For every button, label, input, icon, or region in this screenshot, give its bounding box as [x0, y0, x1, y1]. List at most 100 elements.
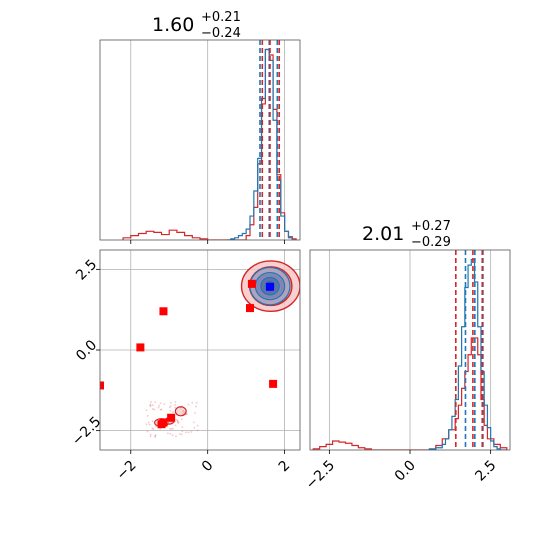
scatter-x-tick-label-1: 0	[199, 458, 217, 476]
scatter-sample	[177, 421, 180, 424]
scatter-sample	[179, 406, 182, 409]
scatter-sample	[145, 409, 148, 412]
red-marker-6	[167, 413, 176, 422]
scatter-sample	[170, 427, 173, 430]
scatter-sample	[149, 405, 152, 407]
red-marker-5	[269, 379, 278, 388]
scatter-x-tick-label-0: −2	[114, 458, 140, 484]
scatter-sample	[180, 418, 183, 421]
scatter-sample	[175, 435, 177, 438]
scatter-sample	[178, 433, 181, 435]
scatter-sample	[170, 421, 173, 424]
scatter-sample	[154, 436, 156, 438]
scatter-sample	[169, 409, 172, 412]
scatter-x-tick-labels: −2 0 2	[114, 458, 294, 484]
scatter-x-tick-label-2: 2	[276, 458, 294, 476]
scatter-sample	[172, 427, 174, 430]
scatter-sample	[174, 401, 177, 403]
scatter-sample	[159, 402, 162, 405]
scatter-sample	[148, 423, 151, 426]
title-param1-minus: −0.29	[411, 235, 451, 250]
red-marker-8	[159, 418, 168, 427]
scatter-sample	[176, 419, 179, 422]
scatter-sample	[169, 432, 172, 435]
scatter-sample	[174, 424, 177, 427]
scatter-sample	[154, 434, 157, 437]
scatter-sample	[171, 434, 174, 437]
title-param0-plus: +0.21	[201, 10, 241, 25]
scatter-sample	[169, 405, 172, 408]
scatter-sample	[180, 433, 183, 436]
scatter-sample	[166, 432, 169, 435]
scatter-sample	[196, 429, 199, 432]
scatter-sample	[183, 413, 186, 416]
scatter-sample	[149, 433, 152, 436]
scatter-sample	[145, 423, 148, 426]
scatter-sample	[160, 408, 163, 411]
scatter-sample	[157, 406, 160, 409]
scatter-sample	[192, 421, 195, 424]
scatter-sample	[190, 431, 193, 433]
scatter-sample	[163, 403, 166, 405]
title-param0-minus: −0.24	[201, 26, 241, 41]
scatter-sample	[174, 404, 177, 406]
scatter-sample	[153, 408, 156, 411]
scatter-sample	[174, 406, 176, 409]
scatter-sample	[151, 420, 154, 423]
title-param0: 1.60 +0.21 −0.24	[152, 10, 241, 41]
scatter-sample	[146, 414, 149, 417]
scatter-sample	[183, 411, 186, 414]
red-marker-4	[100, 381, 104, 390]
panel-frame	[99, 39, 301, 241]
scatter-sample	[168, 406, 171, 409]
blue-marker	[266, 282, 274, 291]
scatter-sample	[155, 425, 158, 428]
scatter-sample	[195, 405, 197, 408]
scatter-sample	[149, 404, 152, 407]
scatter-sample	[193, 426, 196, 429]
title-param1-plus: +0.27	[411, 219, 451, 234]
scatter-sample	[146, 430, 149, 433]
scatter-sample	[191, 401, 194, 404]
scatter-param0-param1	[96, 249, 301, 454]
scatter-sample	[175, 418, 178, 421]
scatter-sample	[196, 424, 199, 427]
scatter-sample	[195, 401, 198, 404]
title-param1: 2.01 +0.27 −0.29	[362, 219, 451, 250]
red-marker-0	[247, 279, 256, 288]
scatter-sample	[154, 401, 157, 404]
scatter-sample	[185, 431, 188, 434]
red-marker-2	[159, 307, 168, 316]
hist1-x-tick-labels: −2.5 0.0 2.5	[303, 458, 500, 493]
scatter-sample	[159, 427, 162, 430]
hist-blue-series	[428, 258, 507, 450]
scatter-sample	[149, 435, 152, 438]
red-marker-3	[136, 343, 145, 352]
scatter-sample	[185, 413, 188, 416]
scatter-sample	[147, 421, 150, 424]
scatter-y-tick-label-0: −2.5	[69, 414, 104, 449]
red-secondary-contour-1	[174, 406, 187, 417]
scatter-sample	[186, 413, 188, 415]
scatter-sample	[180, 405, 183, 408]
red-marker-1	[246, 304, 254, 313]
hist1-x-tick-label-0: −2.5	[303, 458, 338, 493]
scatter-sample	[150, 401, 152, 403]
scatter-sample	[187, 403, 190, 406]
scatter-y-tick-label-1: 0.0	[73, 337, 100, 364]
histogram-param0	[99, 39, 301, 244]
scatter-y-tick-label-2: 2.5	[73, 257, 100, 284]
scatter-sample	[169, 427, 172, 430]
scatter-sample	[187, 431, 190, 434]
hist-blue-series	[226, 48, 293, 240]
scatter-sample	[176, 420, 179, 423]
title-param0-value: 1.60	[152, 14, 194, 36]
scatter-sample	[181, 430, 184, 433]
scatter-sample	[181, 426, 184, 429]
scatter-sample	[172, 411, 174, 414]
scatter-y-tick-labels: −2.5 0.0 2.5	[69, 257, 104, 449]
hist-red-series	[122, 48, 297, 240]
scatter-sample	[151, 427, 154, 430]
hist1-x-tick-label-1: 0.0	[392, 458, 419, 485]
